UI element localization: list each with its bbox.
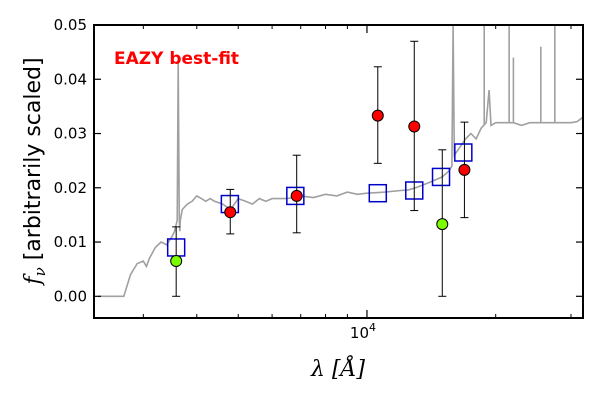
y-axis-label: fν [arbitrarily scaled] xyxy=(21,57,49,286)
model-point xyxy=(431,167,451,187)
y-tick-label: 0.01 xyxy=(54,233,87,251)
y-label-sub: ν xyxy=(31,267,49,276)
observed-marker xyxy=(290,189,303,202)
observed-point xyxy=(436,149,449,297)
observed-photometry-series xyxy=(170,40,471,297)
observed-marker xyxy=(436,218,449,231)
sed-line xyxy=(98,25,583,298)
sed-spectrum xyxy=(98,25,583,298)
y-tick-label: 0.03 xyxy=(54,125,87,143)
observed-marker xyxy=(408,120,421,133)
observed-marker xyxy=(170,255,183,268)
observed-marker xyxy=(224,206,237,219)
observed-point xyxy=(371,66,384,164)
annotation-eazy: EAZY best-fit xyxy=(114,49,239,69)
plot-frame xyxy=(93,24,584,319)
y-tick-label: 0.04 xyxy=(54,70,87,88)
observed-point xyxy=(224,188,237,235)
observed-marker xyxy=(458,163,471,176)
x-label-unit: [Å] xyxy=(332,354,365,382)
y-tick-label: 0.02 xyxy=(54,179,87,197)
x-label-symbol: λ xyxy=(310,357,325,382)
observed-point xyxy=(458,121,471,219)
x-axis-label: λ [Å] xyxy=(310,354,365,382)
model-point xyxy=(286,186,305,206)
y-tick-label: 0.05 xyxy=(54,16,87,34)
model-point xyxy=(454,143,473,162)
observed-marker xyxy=(371,109,384,122)
y-tick-label: 0.00 xyxy=(54,287,87,305)
x-tick-label: 104 xyxy=(350,321,376,342)
x-label-space xyxy=(325,357,332,382)
y-label-text: [arbitrarily scaled] xyxy=(21,57,46,260)
observed-point xyxy=(290,154,303,234)
axes: 0.00 0.01 0.02 0.03 0.04 0.05 104 xyxy=(54,16,584,342)
y-label-space xyxy=(21,260,46,267)
observed-point xyxy=(170,226,183,297)
model-point xyxy=(368,183,388,203)
observed-point xyxy=(408,40,421,212)
